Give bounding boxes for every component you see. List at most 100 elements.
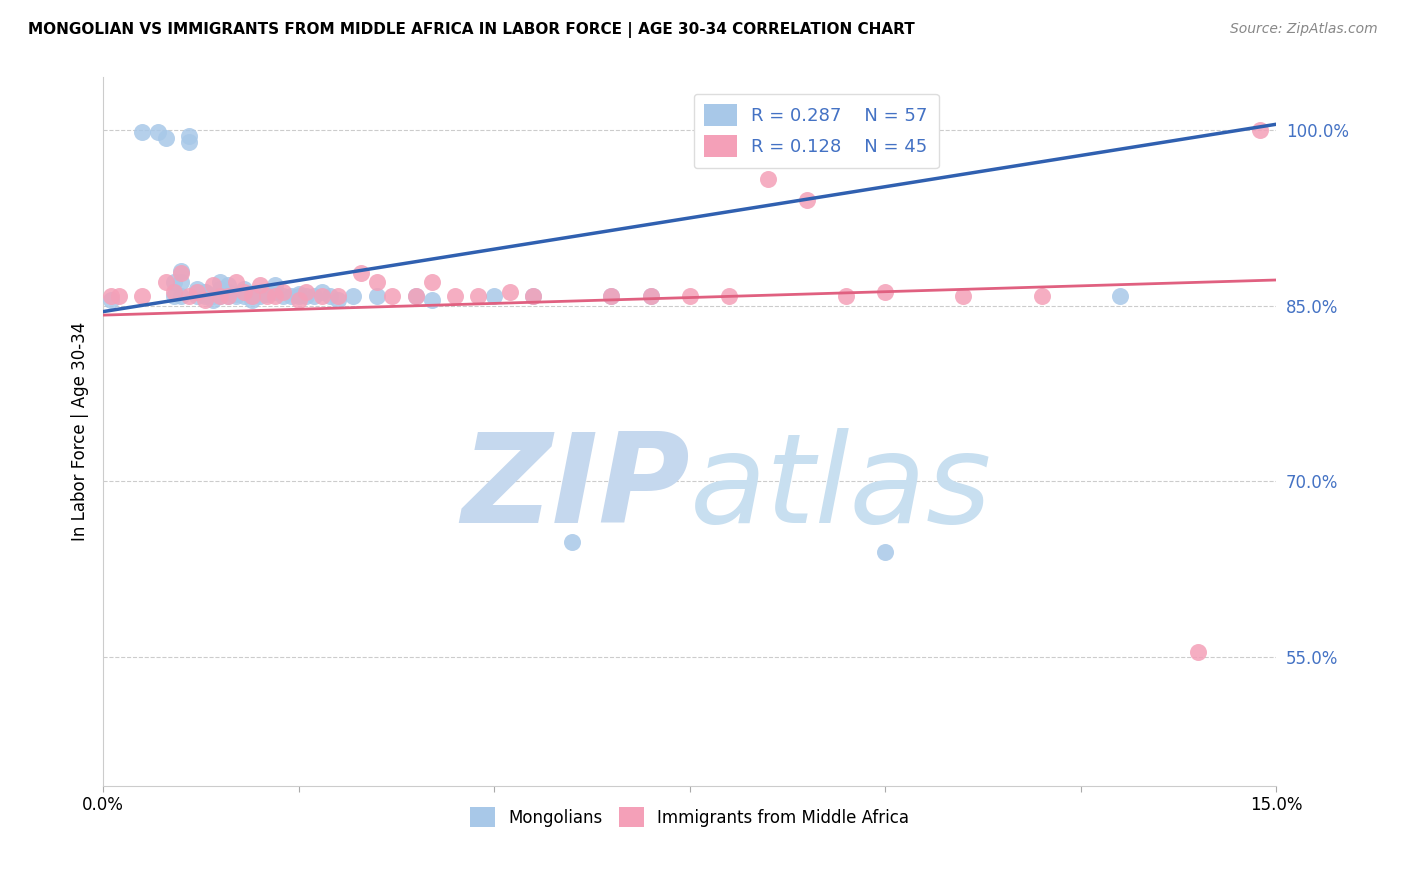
Point — [256, 289, 278, 303]
Point — [217, 285, 239, 299]
Point — [366, 276, 388, 290]
Point — [256, 287, 278, 301]
Point — [131, 126, 153, 140]
Point — [522, 289, 544, 303]
Point — [186, 285, 208, 299]
Point — [271, 285, 294, 299]
Point — [100, 293, 122, 307]
Point — [640, 289, 662, 303]
Point — [155, 276, 177, 290]
Point — [194, 287, 217, 301]
Point — [170, 266, 193, 280]
Point — [366, 289, 388, 303]
Text: ZIP: ZIP — [461, 428, 689, 549]
Point — [1031, 289, 1053, 303]
Point — [162, 289, 184, 303]
Point — [756, 172, 779, 186]
Point — [326, 289, 349, 303]
Point — [311, 285, 333, 299]
Point — [264, 277, 287, 292]
Point — [420, 276, 443, 290]
Point — [640, 289, 662, 303]
Text: atlas: atlas — [689, 428, 991, 549]
Point — [225, 276, 247, 290]
Point — [499, 285, 522, 299]
Point — [875, 544, 897, 558]
Point — [1249, 123, 1271, 137]
Point — [280, 289, 302, 303]
Point — [186, 289, 208, 303]
Point — [271, 289, 294, 303]
Point — [249, 277, 271, 292]
Point — [600, 289, 623, 303]
Point — [131, 289, 153, 303]
Point — [217, 289, 239, 303]
Point — [287, 293, 309, 307]
Point — [232, 289, 254, 303]
Point — [217, 289, 239, 303]
Point — [194, 285, 217, 299]
Point — [287, 289, 309, 303]
Point — [240, 293, 263, 307]
Point — [420, 293, 443, 307]
Point — [232, 282, 254, 296]
Point — [194, 289, 217, 303]
Point — [100, 289, 122, 303]
Point — [717, 289, 740, 303]
Point — [342, 289, 364, 303]
Point — [1108, 289, 1130, 303]
Point — [194, 285, 217, 299]
Point — [678, 289, 700, 303]
Point — [561, 535, 583, 549]
Y-axis label: In Labor Force | Age 30-34: In Labor Force | Age 30-34 — [72, 322, 89, 541]
Point — [467, 289, 489, 303]
Point — [522, 289, 544, 303]
Point — [179, 128, 201, 143]
Point — [1187, 645, 1209, 659]
Point — [107, 289, 129, 303]
Point — [249, 289, 271, 303]
Point — [952, 289, 974, 303]
Point — [186, 285, 208, 299]
Point — [194, 293, 217, 307]
Point — [304, 289, 326, 303]
Point — [264, 285, 287, 299]
Point — [170, 289, 193, 303]
Point — [875, 285, 897, 299]
Point — [240, 289, 263, 303]
Point — [186, 282, 208, 296]
Point — [381, 289, 404, 303]
Point — [209, 276, 232, 290]
Point — [209, 289, 232, 303]
Point — [232, 285, 254, 299]
Point — [201, 293, 224, 307]
Point — [155, 131, 177, 145]
Point — [482, 289, 505, 303]
Point — [350, 266, 373, 280]
Point — [405, 289, 427, 303]
Point — [561, 479, 583, 493]
Point — [170, 263, 193, 277]
Point — [201, 277, 224, 292]
Point — [170, 276, 193, 290]
Point — [146, 126, 169, 140]
Point — [240, 289, 263, 303]
Point — [287, 287, 309, 301]
Point — [162, 285, 184, 299]
Point — [217, 277, 239, 292]
Point — [405, 289, 427, 303]
Point — [225, 287, 247, 301]
Point — [162, 276, 184, 290]
Point — [311, 289, 333, 303]
Point — [201, 289, 224, 303]
Point — [319, 289, 342, 303]
Point — [600, 289, 623, 303]
Point — [179, 135, 201, 149]
Point — [209, 282, 232, 296]
Point — [264, 289, 287, 303]
Point — [444, 289, 467, 303]
Text: Source: ZipAtlas.com: Source: ZipAtlas.com — [1230, 22, 1378, 37]
Point — [835, 289, 858, 303]
Point — [225, 289, 247, 303]
Point — [326, 293, 349, 307]
